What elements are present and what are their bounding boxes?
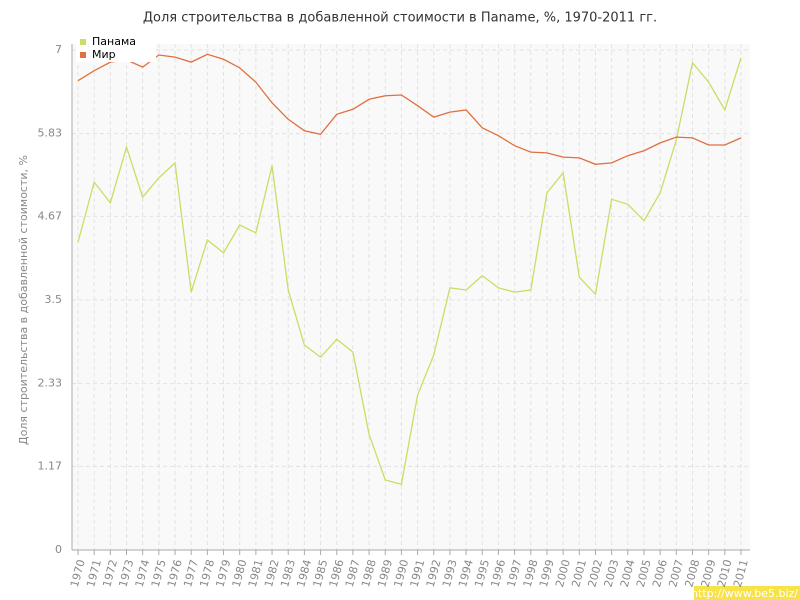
y-tick-label: 2.33: [38, 377, 63, 390]
y-tick-label: 1.17: [38, 459, 63, 472]
chart-title: Доля строительства в добавленной стоимос…: [143, 11, 657, 26]
watermark-bg: [694, 586, 800, 600]
y-tick-label: 5.83: [38, 127, 63, 140]
legend-swatch: [80, 52, 86, 58]
series-line: [77, 53, 742, 165]
series-line: [77, 57, 742, 486]
legend-label: Панама: [92, 35, 136, 48]
legend-label: Мир: [92, 48, 116, 61]
y-axis-label: Доля строительства в добавленной стоимос…: [17, 155, 30, 445]
y-tick-label: 4.67: [38, 209, 63, 222]
plot-area: [72, 44, 750, 550]
y-tick-label: 7: [55, 43, 62, 56]
legend-swatch: [80, 39, 86, 45]
y-tick-label: 0: [55, 543, 62, 556]
watermark: http://www.be5.biz/: [691, 587, 798, 600]
y-tick-label: 3.5: [45, 293, 63, 306]
legend-bg: [76, 34, 156, 62]
